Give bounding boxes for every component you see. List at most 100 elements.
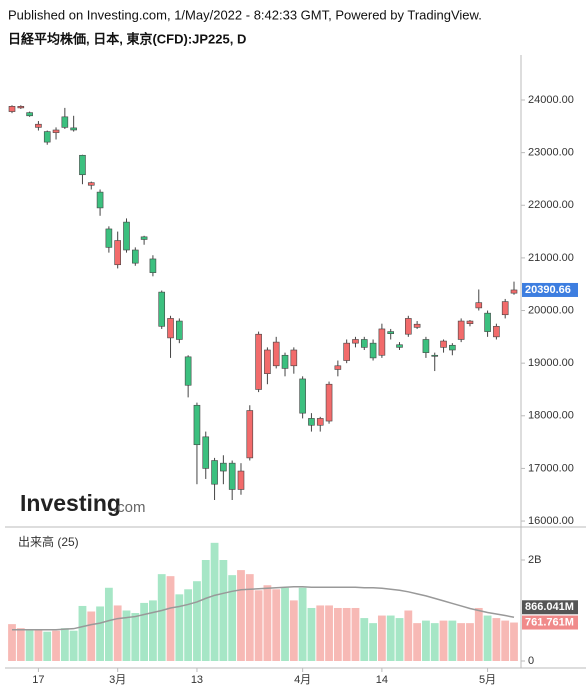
candle-body xyxy=(281,354,289,369)
logo-suffix: .com xyxy=(113,499,146,516)
volume-ma-line xyxy=(12,586,515,631)
candle-body xyxy=(431,354,439,357)
candle-body xyxy=(220,462,227,472)
candle-body xyxy=(61,116,69,128)
volume-bar xyxy=(201,559,210,661)
x-tick-label: 14 xyxy=(376,674,388,686)
volume-bar xyxy=(87,611,96,661)
candle-body xyxy=(105,228,113,248)
candle-body xyxy=(449,344,456,351)
candle-body xyxy=(343,342,350,361)
x-tick-label: 13 xyxy=(191,674,203,686)
candle-body xyxy=(255,333,262,390)
volume-bar xyxy=(281,587,289,661)
candle-body xyxy=(290,349,298,367)
candle-body xyxy=(96,191,104,209)
volume-bar xyxy=(298,587,307,661)
x-tick-label: 17 xyxy=(32,674,44,686)
volume-bar xyxy=(430,623,439,661)
volume-bar xyxy=(8,624,16,661)
volume-bar xyxy=(307,607,316,661)
volume-bar xyxy=(43,631,52,661)
x-tick-label: 3月 xyxy=(109,674,126,686)
candle-body xyxy=(52,129,60,133)
candle-body xyxy=(378,328,386,356)
volume-bar xyxy=(175,594,184,661)
price-tick-label: 21000.00 xyxy=(528,252,574,264)
volume-bar xyxy=(113,605,122,661)
x-tick-label: 4月 xyxy=(294,674,311,686)
volume-bar xyxy=(34,629,43,661)
candle-body xyxy=(352,339,359,344)
volume-bar xyxy=(131,613,140,661)
volume-bar xyxy=(351,607,360,661)
volume-bar xyxy=(413,623,422,661)
volume-bar xyxy=(492,618,501,661)
volume-bar xyxy=(369,623,377,661)
volume-bar xyxy=(219,559,228,661)
candle-body xyxy=(466,320,474,324)
candle-body xyxy=(272,341,280,367)
published-line: Published on Investing.com, 1/May/2022 -… xyxy=(8,7,482,22)
candle-body xyxy=(176,320,183,340)
candle-body xyxy=(501,301,509,316)
x-tick-label: 5月 xyxy=(479,674,496,686)
symbol-title: 日経平均株価, 日本, 東京(CFD):JP225, D xyxy=(8,31,246,46)
candle-body xyxy=(325,383,333,422)
volume-bar xyxy=(69,630,78,661)
volume-bar xyxy=(237,570,245,661)
volume-label: 761.761M xyxy=(525,616,574,628)
last-price-box xyxy=(522,282,578,297)
volume-bar xyxy=(272,589,281,661)
volume-bar xyxy=(510,622,518,661)
volume-bar xyxy=(149,600,157,661)
candle-body xyxy=(26,112,33,117)
ma-label-box xyxy=(522,600,578,615)
volume-bar xyxy=(104,587,113,661)
price-tick-label: 16000.00 xyxy=(528,515,574,527)
volume-bar xyxy=(457,623,466,661)
candle-body xyxy=(158,291,166,327)
volume-bar xyxy=(316,605,325,661)
volume-bar xyxy=(395,618,404,661)
candle-body xyxy=(308,418,315,426)
volume-bar xyxy=(184,589,193,661)
volume-bar xyxy=(404,610,413,661)
volume-bar xyxy=(25,629,34,661)
candle-body xyxy=(193,404,201,446)
price-tick-label: 23000.00 xyxy=(528,147,574,159)
candle-body xyxy=(79,154,86,176)
volume-bar xyxy=(140,602,149,661)
candle-body xyxy=(167,318,174,339)
volume-bar xyxy=(96,606,104,661)
volume-tick-label: 0 xyxy=(528,655,534,667)
candle-body xyxy=(413,323,421,328)
volume-bar xyxy=(289,600,298,661)
candle-body xyxy=(440,340,447,348)
volume-bar xyxy=(52,630,60,661)
volume-title: 出来高 (25) xyxy=(18,534,79,549)
candle-body xyxy=(264,349,271,374)
candle-body xyxy=(369,342,377,359)
price-tick-label: 22000.00 xyxy=(528,199,574,211)
volume-bar xyxy=(16,628,25,661)
volume-bar xyxy=(193,581,201,661)
candle-body xyxy=(360,339,368,348)
candle-body xyxy=(17,106,25,109)
volume-bar xyxy=(60,628,69,661)
price-tick-label: 17000.00 xyxy=(528,462,574,474)
candle-body xyxy=(123,221,130,251)
volume-bar xyxy=(157,574,166,661)
volume-bar xyxy=(386,615,395,661)
volume-bar xyxy=(333,607,342,661)
candle-body xyxy=(184,356,192,386)
price-tick-label: 24000.00 xyxy=(528,94,574,106)
ma-label: 866.041M xyxy=(525,601,574,613)
candle-body xyxy=(422,339,430,353)
volume-bar xyxy=(245,574,254,661)
candle-body xyxy=(237,470,245,490)
volume-bar xyxy=(254,590,263,661)
volume-bar xyxy=(325,605,333,661)
volume-bar xyxy=(78,605,87,661)
last-price-label: 20390.66 xyxy=(525,284,571,296)
